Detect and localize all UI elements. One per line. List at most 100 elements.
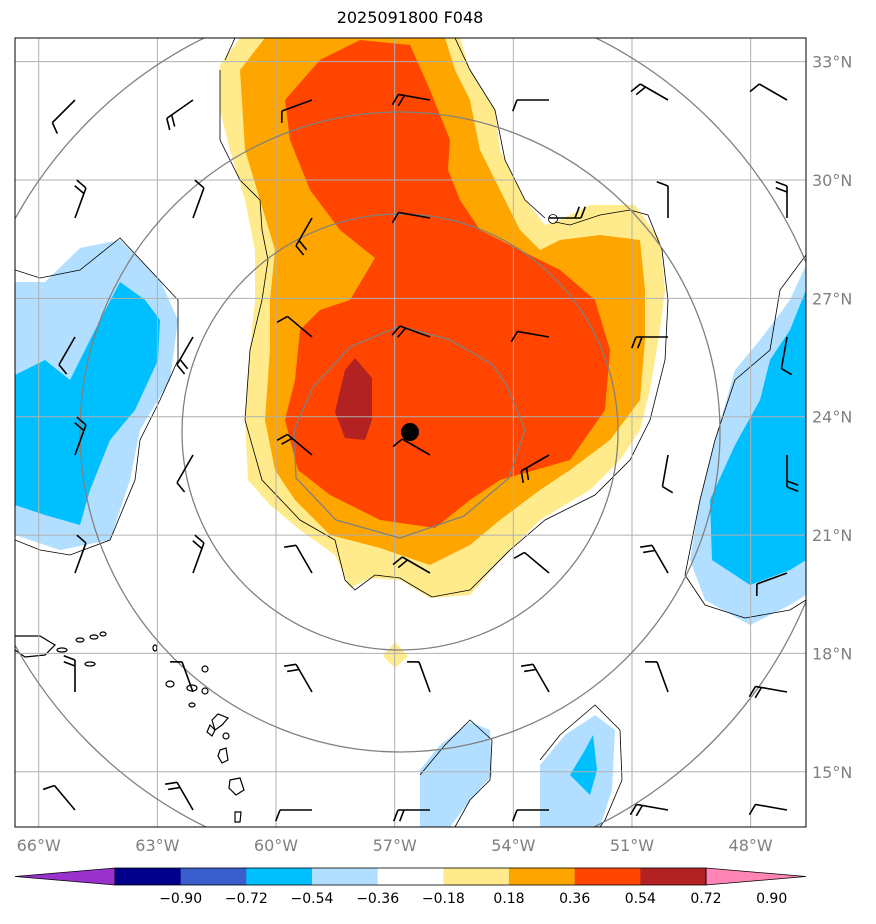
positive-field xyxy=(220,38,665,668)
colorbar-swatch xyxy=(443,868,510,885)
range-ring-2 xyxy=(181,213,619,651)
wind-barb xyxy=(755,572,788,596)
wind-barb xyxy=(392,809,430,822)
wind-barb xyxy=(280,99,313,123)
wind-barb xyxy=(284,663,313,693)
wind-barb xyxy=(58,336,76,375)
wind-barb xyxy=(176,454,194,493)
wind-barb xyxy=(170,660,194,693)
west-blue-region xyxy=(15,282,160,525)
colorbar-swatch xyxy=(509,868,576,885)
wind-barb xyxy=(42,784,76,811)
map-gridlines xyxy=(15,38,806,827)
colorbar-tick-label: 0.72 xyxy=(690,891,721,907)
wind-barb xyxy=(276,315,313,338)
wind-barb xyxy=(165,781,194,811)
wind-barb xyxy=(748,685,788,699)
colorbar-swatch xyxy=(312,868,379,885)
wind-barb xyxy=(295,217,313,256)
latitude-labels: 33°N 30°N 27°N 24°N 21°N 18°N 15°N xyxy=(812,53,852,782)
lon-tick-label: 48°W xyxy=(729,836,773,855)
wind-barb xyxy=(780,336,793,376)
colorbar-tick-label: 0.90 xyxy=(756,891,787,907)
south-blue-region xyxy=(570,735,597,795)
wind-barb xyxy=(645,660,669,693)
colorbar-tick-label: −0.54 xyxy=(291,891,334,907)
lat-tick-label: 15°N xyxy=(812,763,852,782)
wind-barb xyxy=(274,809,312,822)
colorbar-swatch xyxy=(640,868,707,885)
wind-barb xyxy=(192,534,205,574)
wind-barb xyxy=(630,336,668,349)
lon-tick-label: 63°W xyxy=(135,836,179,855)
wind-barb xyxy=(510,330,550,343)
wind-barb xyxy=(276,433,313,456)
contour-072 xyxy=(335,358,372,440)
wind-barb xyxy=(748,803,788,816)
wind-barb xyxy=(630,83,669,101)
colorbar-swatch xyxy=(574,868,641,885)
wind-barb xyxy=(749,83,788,101)
lat-tick-label: 21°N xyxy=(812,526,852,545)
lat-tick-label: 30°N xyxy=(812,171,852,190)
wind-barb xyxy=(629,803,669,817)
colorbar-swatch xyxy=(246,868,313,885)
wind-barb xyxy=(407,660,431,693)
wind-barb xyxy=(176,336,194,375)
wind-barb xyxy=(640,544,669,574)
storm-center-marker xyxy=(401,423,419,441)
wind-barb xyxy=(511,99,549,112)
map-title: 2025091800 F048 xyxy=(336,8,484,27)
longitude-labels: 66°W 63°W 60°W 57°W 54°W 51°W 48°W xyxy=(17,836,773,855)
wind-barb xyxy=(391,325,431,338)
wind-barb xyxy=(51,99,76,134)
range-ring-3 xyxy=(79,111,721,753)
wind-barb xyxy=(392,438,431,456)
lat-tick-label: 33°N xyxy=(812,53,852,72)
wind-barb xyxy=(74,179,87,219)
wind-barb xyxy=(511,809,549,822)
puerto-rico-coast xyxy=(15,635,56,658)
wind-barb xyxy=(284,544,313,574)
wind-barb xyxy=(786,455,799,493)
wind-barb xyxy=(74,416,87,456)
lon-tick-label: 51°W xyxy=(610,836,654,855)
lon-tick-label: 66°W xyxy=(17,836,61,855)
colorbar-tick-label: 0.36 xyxy=(559,891,590,907)
colorbar: −0.90 −0.72 −0.54 −0.36 −0.18 0.18 0.36 0.54 0.7… xyxy=(14,867,807,907)
wind-barb xyxy=(513,551,550,574)
wind-barb xyxy=(549,206,587,219)
wind-barb xyxy=(391,211,431,224)
lat-tick-label: 18°N xyxy=(812,644,852,663)
wind-barb xyxy=(391,93,431,107)
wind-barb xyxy=(656,180,669,218)
wind-barb xyxy=(520,454,550,483)
colorbar-swatch xyxy=(377,868,444,885)
wind-barbs xyxy=(42,83,799,822)
wind-barb xyxy=(166,99,194,131)
south-light-blue-region-1 xyxy=(420,722,492,827)
lon-tick-label: 57°W xyxy=(373,836,417,855)
colorbar-swatch xyxy=(180,868,247,885)
colorbar-extend-low xyxy=(14,867,116,886)
range-rings xyxy=(15,38,806,827)
lat-tick-label: 27°N xyxy=(812,289,852,308)
wind-barb xyxy=(521,663,550,693)
wind-barb xyxy=(775,180,788,218)
colorbar-tick-label: 0.54 xyxy=(625,891,656,907)
lon-tick-label: 60°W xyxy=(254,836,298,855)
colorbar-frame xyxy=(114,867,707,886)
colorbar-extend-high xyxy=(705,867,807,886)
wind-barb xyxy=(192,179,205,219)
colorbar-tick-label: −0.72 xyxy=(225,891,268,907)
islands xyxy=(15,631,245,823)
colorbar-tick-label: 0.18 xyxy=(493,891,524,907)
wind-barb xyxy=(661,454,674,494)
lat-tick-label: 24°N xyxy=(812,408,852,427)
colorbar-swatch xyxy=(115,868,182,885)
wind-barb xyxy=(74,534,87,574)
wind-barb xyxy=(63,654,76,692)
wind-barb xyxy=(392,556,431,574)
lon-tick-label: 54°W xyxy=(491,836,535,855)
